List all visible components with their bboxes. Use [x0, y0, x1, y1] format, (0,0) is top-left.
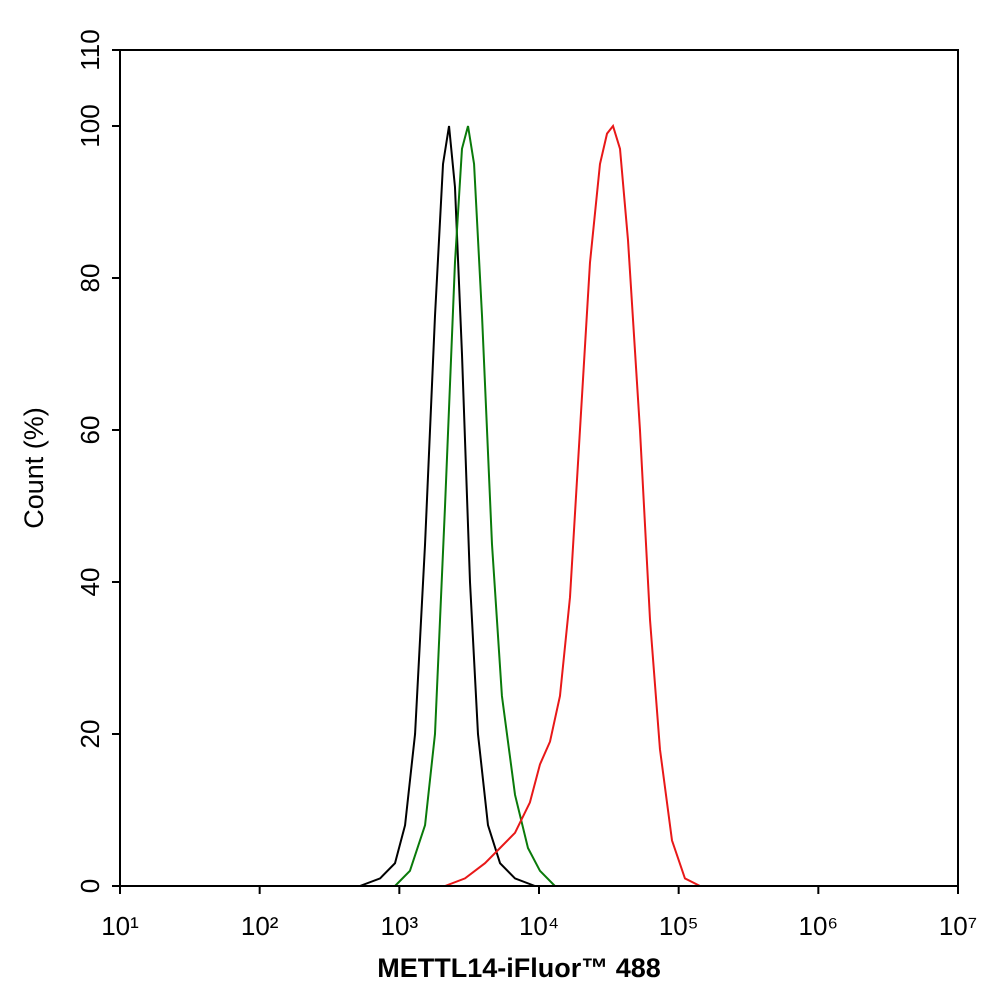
- x-tick-label: 10⁷: [939, 911, 977, 941]
- y-tick-label: 110: [75, 29, 105, 70]
- y-tick-label: 20: [75, 720, 105, 749]
- plot-frame: [119, 49, 959, 887]
- y-tick-label: 40: [75, 568, 105, 597]
- histogram-line: [444, 123, 701, 887]
- x-tick-label: 10³: [381, 911, 419, 941]
- y-tick-label: 80: [75, 264, 105, 293]
- x-tick-label: 10⁴: [519, 911, 559, 941]
- x-tick-label: 10⁶: [799, 911, 839, 941]
- histogram-line: [394, 125, 556, 887]
- y-tick-label: 0: [75, 879, 105, 893]
- histogram-line: [359, 125, 536, 887]
- y-axis-title: Count (%): [19, 407, 49, 529]
- x-axis-title: METTL14-iFluor™ 488: [377, 953, 661, 983]
- x-tick-label: 10¹: [101, 911, 139, 941]
- y-tick-label: 60: [75, 416, 105, 445]
- x-tick-label: 10⁵: [659, 911, 699, 941]
- y-tick-label: 100: [75, 104, 105, 147]
- x-tick-label: 10²: [241, 911, 279, 941]
